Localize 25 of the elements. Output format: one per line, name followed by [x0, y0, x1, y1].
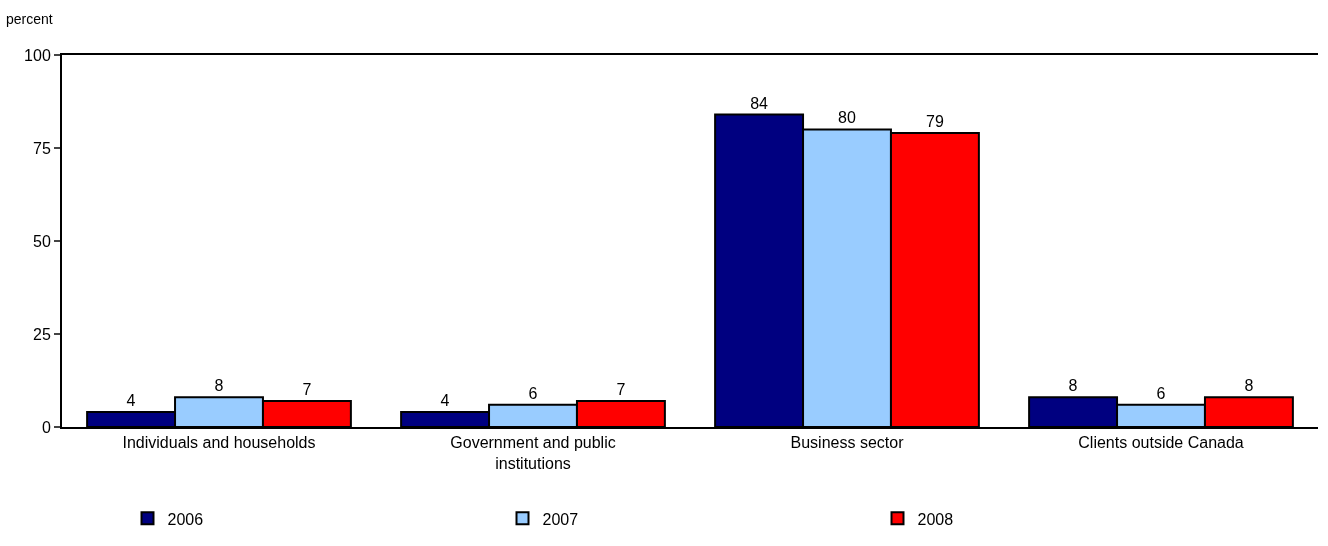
- data-label: 7: [302, 380, 312, 398]
- data-label: 79: [925, 113, 944, 131]
- y-tick-label: 50: [33, 232, 51, 250]
- data-label: 4: [440, 392, 450, 410]
- data-label: 6: [1156, 384, 1166, 402]
- y-tick-label: 25: [33, 325, 51, 343]
- legend-label: 2007: [542, 510, 579, 528]
- y-tick-label: 0: [41, 418, 51, 436]
- y-tick-label: 100: [24, 46, 51, 64]
- data-label: 84: [750, 94, 769, 112]
- data-label: 4: [126, 392, 136, 410]
- x-tick-label: Business sector: [790, 434, 905, 452]
- x-tick-label: Clients outside Canada: [1078, 434, 1244, 452]
- data-label: 8: [1244, 377, 1254, 395]
- legend-label: 2008: [917, 510, 954, 528]
- legend-label: 2006: [167, 510, 204, 528]
- y-axis-title: percent: [6, 11, 53, 27]
- x-tick-label: Government and public institutions: [450, 434, 616, 472]
- data-label: 7: [616, 380, 626, 398]
- x-tick-label: Individuals and households: [122, 434, 316, 452]
- data-label: 6: [528, 384, 538, 402]
- y-tick-label: 75: [33, 139, 51, 157]
- data-label: 8: [214, 377, 224, 395]
- data-label: 8: [1068, 377, 1078, 395]
- data-label: 80: [838, 109, 856, 127]
